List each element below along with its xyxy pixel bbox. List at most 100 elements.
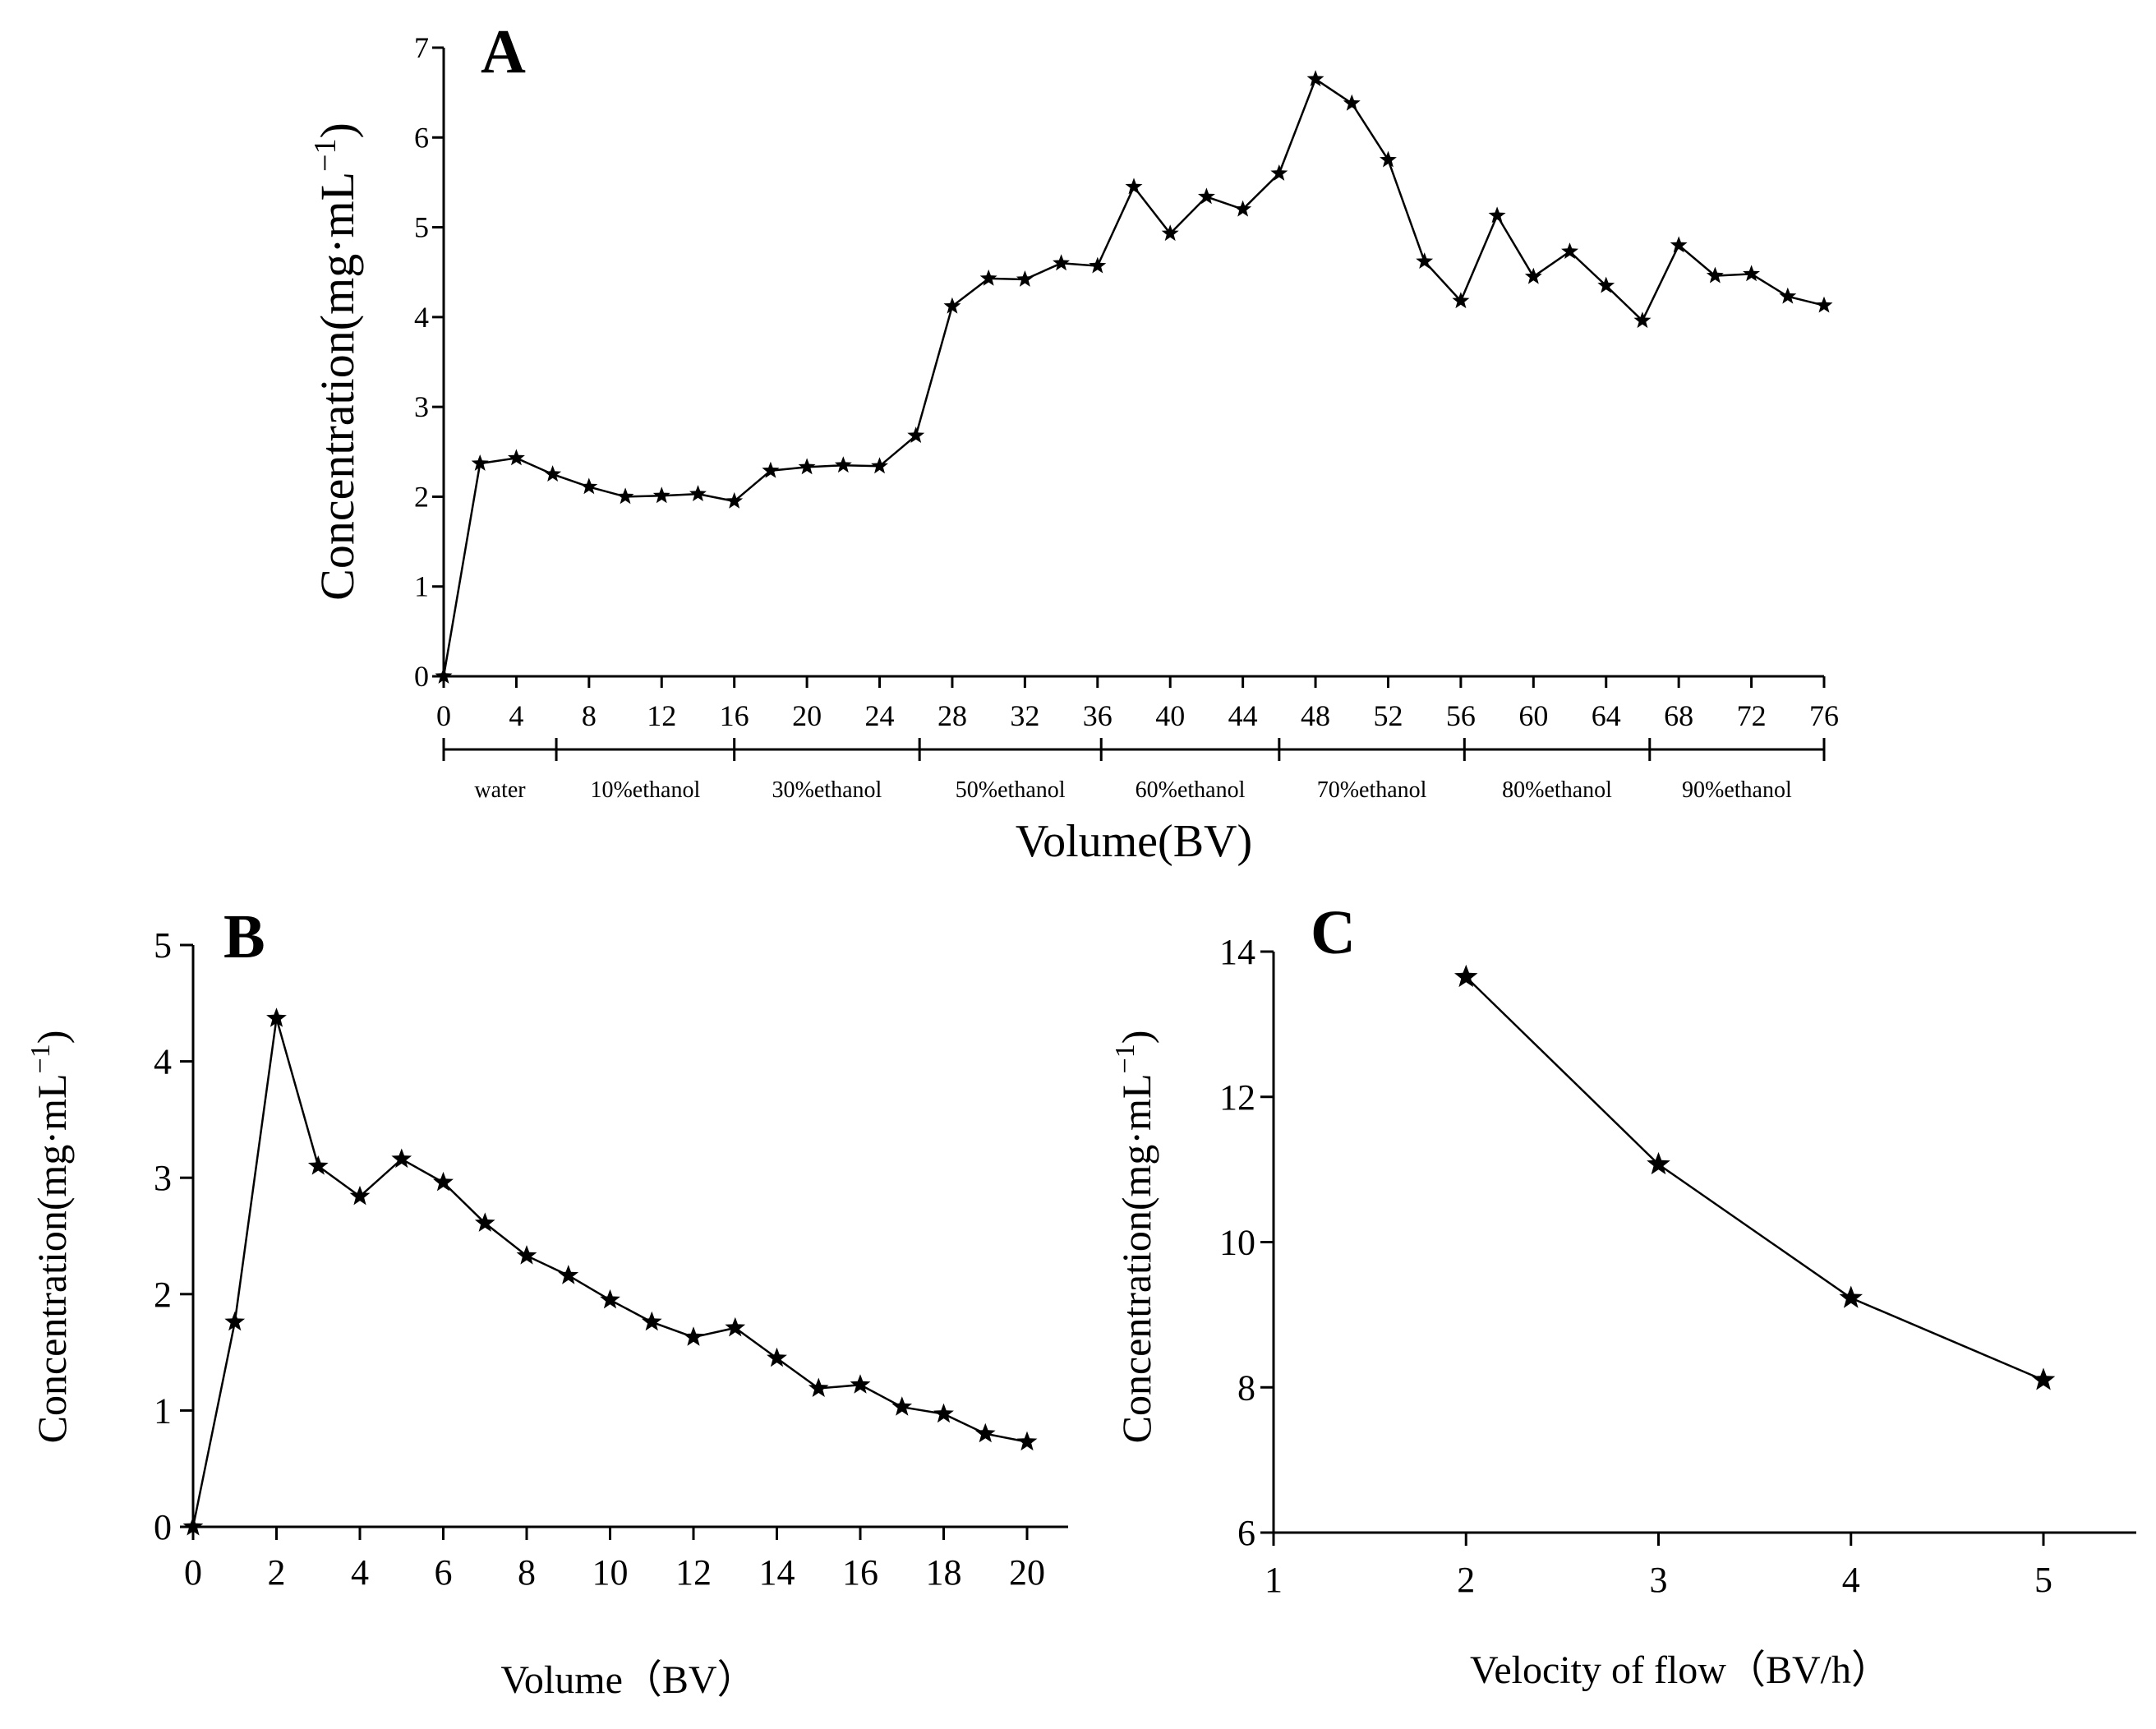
panel-a-x-axis-title: Volume(BV)	[1016, 816, 1252, 867]
panel-a-x-tick-label: 32	[1010, 699, 1039, 732]
panel-b-y-tick-label: 1	[154, 1390, 172, 1431]
panel-a-data-point	[1779, 287, 1797, 304]
panel-c-x-tick-label: 5	[2034, 1560, 2052, 1600]
panel-b-data-point	[224, 1311, 246, 1331]
panel-b-ylabel-main: Concentration(mg·mL	[29, 1073, 75, 1443]
panel-c-series	[1454, 964, 2056, 1390]
panel-a-data-point	[1306, 70, 1324, 87]
panel-b-x-tick-label: 18	[926, 1552, 962, 1593]
panel-a-series-line	[442, 77, 1825, 677]
solvent-label: 80%ethanol	[1502, 777, 1612, 803]
panel-a-y-tick-label: 3	[414, 390, 429, 423]
panel-a-x-tick-label: 68	[1664, 699, 1693, 732]
panel-b-series	[182, 1007, 1038, 1536]
panel-b-data-point	[1016, 1431, 1038, 1451]
panel-b-x-tick-label: 0	[184, 1552, 202, 1593]
panel-a-solvent-bracket: water 10%ethanol 30%ethanol 50%ethanol 60%et…	[442, 738, 1826, 803]
solvent-label: water	[474, 777, 526, 803]
panel-b-x-tick-label: 10	[592, 1552, 629, 1593]
panel-a-data-point	[435, 667, 453, 684]
panel-a-x-tick-label: 76	[1809, 699, 1839, 732]
panel-a-x-tick-label: 48	[1301, 699, 1330, 732]
panel-a-x-tick-label: 56	[1446, 699, 1476, 732]
panel-a-data-point	[1561, 242, 1578, 259]
panel-b-data-point	[474, 1212, 495, 1232]
panel-c-y-tick-label: 8	[1237, 1367, 1255, 1408]
panel-c-x-tick-label: 1	[1265, 1560, 1283, 1600]
panel-b-data-point	[433, 1171, 454, 1192]
panel-a-y-tick-label: 5	[414, 211, 429, 244]
panel-a-data-point	[580, 477, 598, 495]
panel-a-y-tick-label: 2	[414, 480, 429, 513]
panel-a-data-point	[1706, 266, 1724, 284]
panel-a-data-point	[1488, 206, 1506, 224]
panel-a-data-point	[1815, 296, 1833, 313]
panel-a-data-point	[762, 461, 780, 478]
panel-a-data-point	[726, 491, 744, 509]
panel-a-data-point	[798, 458, 816, 475]
panel-b-data-point	[725, 1316, 746, 1337]
panel-b-y-tick-label: 2	[154, 1275, 172, 1315]
panel-a-data-point	[689, 485, 707, 501]
panel-b-y-axis-title: Concentration(mg·mL−1)	[25, 1030, 75, 1444]
panel-b-y-tick-label: 0	[154, 1507, 172, 1547]
panel-b-y-tick-label: 4	[154, 1042, 172, 1082]
panel-c-y-tick-label: 6	[1237, 1513, 1255, 1553]
panel-a-data-point	[1053, 254, 1070, 271]
panel-c-y-tick-label: 14	[1219, 932, 1255, 972]
panel-b-data-point	[349, 1185, 371, 1206]
panel-b-y-ticks: 0 1 2 3 4 5	[154, 925, 193, 1547]
panel-c-data-point	[1839, 1285, 1863, 1308]
panel-c-y-axis-title: Concentration(mg·mL−1)	[1110, 1030, 1159, 1444]
panel-a-x-tick-label: 24	[865, 699, 895, 732]
panel-c-x-tick-label: 2	[1457, 1560, 1475, 1600]
panel-b-letter: B	[223, 902, 265, 971]
panel-c-series-line	[1465, 976, 2044, 1381]
panel-a-y-tick-label: 4	[414, 301, 429, 334]
panel-b-data-point	[808, 1377, 829, 1397]
panel-b-data-point	[683, 1326, 704, 1346]
panel-b-data-point	[850, 1374, 871, 1394]
panel-a-x-ticks: 0 4 8 12 16 20 24 28 32 36 40 44 48 52 56 60 64 68 72 76	[436, 676, 1839, 732]
panel-b-data-point	[891, 1396, 913, 1416]
panel-a-x-tick-label: 44	[1228, 699, 1258, 732]
panel-c-y-ticks: 6 8 10 12 14	[1219, 932, 1274, 1553]
panel-c-ylabel-close: )	[1113, 1030, 1159, 1044]
panel-a-data-point	[508, 449, 525, 466]
solvent-label: 60%ethanol	[1136, 777, 1246, 803]
panel-a-x-tick-label: 40	[1155, 699, 1185, 732]
panel-a-data-point	[1452, 292, 1470, 309]
panel-a-data-point	[1089, 256, 1107, 274]
solvent-label: 30%ethanol	[772, 777, 882, 803]
panel-b-x-ticks: 0 2 4 6 8 10 12 14 16 18 20	[184, 1527, 1045, 1593]
solvent-label: 10%ethanol	[590, 777, 700, 803]
panel-b-data-point	[933, 1403, 954, 1423]
panel-b-data-point	[391, 1148, 412, 1169]
panel-a-x-tick-label: 0	[436, 699, 451, 732]
panel-c-x-axis-title: Velocity of flow（BV/h）	[1470, 1648, 1891, 1692]
panel-a-ylabel-sup: −1	[308, 139, 343, 172]
panel-c-data-point	[1454, 964, 1478, 988]
panel-a-data-point	[1524, 267, 1542, 284]
panel-b-x-tick-label: 6	[435, 1552, 453, 1593]
panel-c-ylabel-main: Concentration(mg·mL	[1113, 1073, 1159, 1443]
panel-b-x-tick-label: 2	[268, 1552, 286, 1593]
panel-a-x-tick-label: 52	[1373, 699, 1403, 732]
panel-c-y-tick-label: 12	[1219, 1077, 1255, 1118]
panel-b-x-tick-label: 14	[759, 1552, 795, 1593]
panel-c-x-ticks: 1 2 3 4 5	[1265, 1533, 2052, 1600]
panel-a-y-tick-label: 6	[414, 121, 429, 154]
panel-a-x-tick-label: 12	[647, 699, 676, 732]
panel-c-ylabel-sup: −1	[1110, 1044, 1140, 1073]
panel-a-data-point	[616, 487, 634, 505]
panel-a-data-point	[1125, 178, 1143, 195]
panel-a-data-point	[1743, 265, 1760, 282]
solvent-label: 90%ethanol	[1682, 777, 1792, 803]
panel-a-data-point	[652, 486, 670, 504]
panel-b-x-tick-label: 16	[842, 1552, 878, 1593]
panel-b-data-point	[974, 1422, 996, 1443]
panel-b-data-point	[767, 1347, 787, 1367]
